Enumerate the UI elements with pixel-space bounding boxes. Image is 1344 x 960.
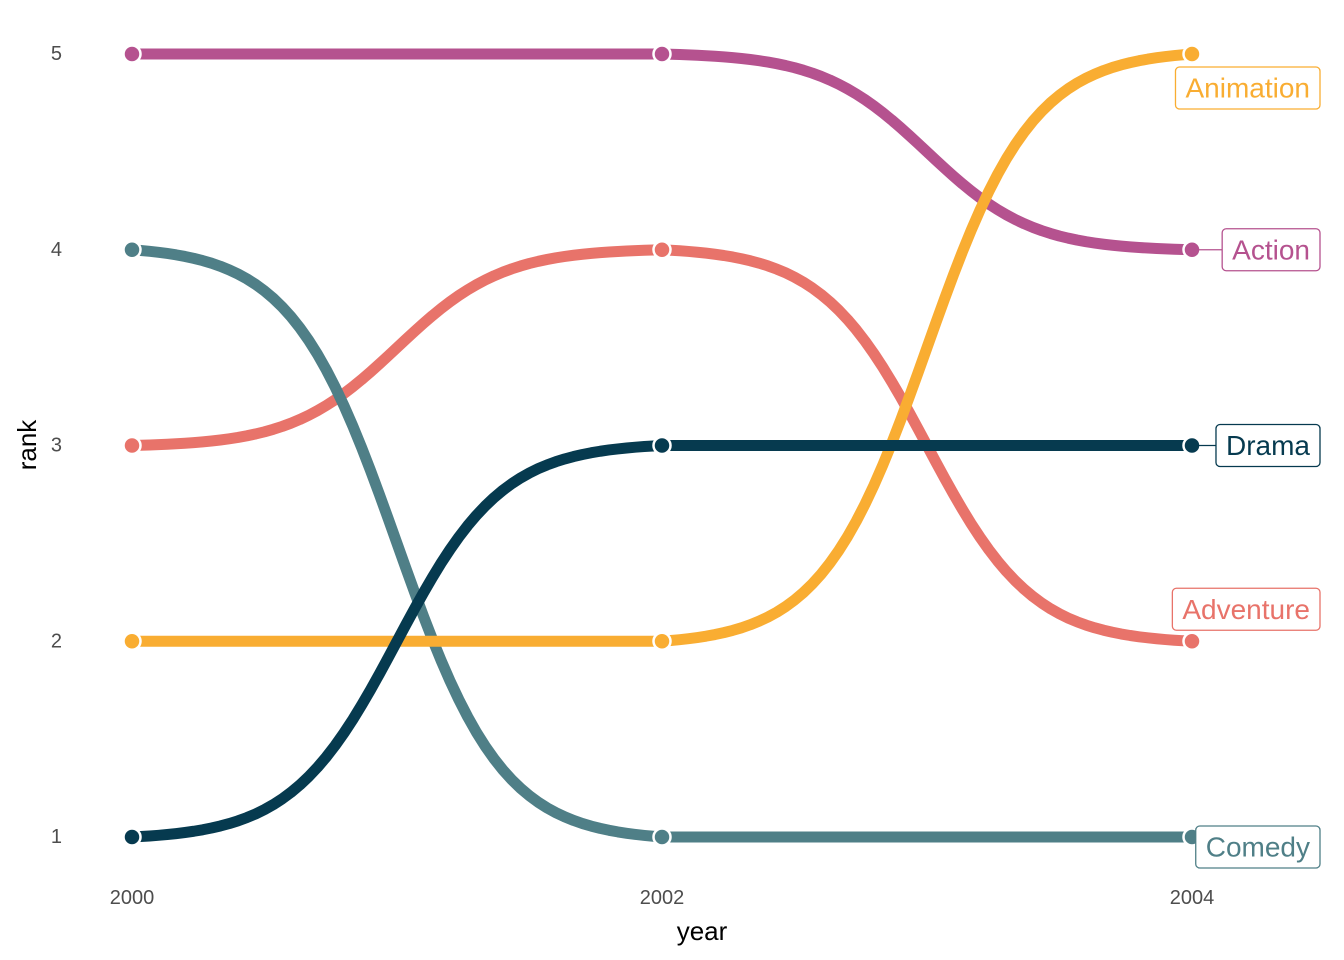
y-axis-ticks: 1 2 3 4 5 [51,43,62,848]
series-labels: Action Adventure Animation Comedy Drama [1171,66,1321,869]
y-axis-title: rank [12,419,42,471]
label-text-animation: Animation [1185,73,1310,104]
label-box-animation [1174,66,1321,110]
point-drama-2002 [652,435,672,456]
point-adventure-2000 [122,435,142,456]
point-drama-2000 [122,827,142,847]
x-tick-label-2004: 2004 [1170,887,1215,909]
y-tick-label-5: 5 [51,43,62,65]
label-box-action [1221,228,1321,272]
point-animation-2000 [122,631,142,651]
point-comedy-2000 [122,240,142,260]
point-action-2000 [122,44,142,64]
y-tick-label-2: 2 [51,630,62,652]
series-line-comedy [131,244,1192,843]
label-text-comedy: Comedy [1206,832,1310,863]
label-action: Action [1192,228,1321,272]
point-animation-2004 [1182,44,1202,64]
point-action-2002 [652,44,672,64]
point-animation-2002 [652,631,672,651]
label-adventure: Adventure [1171,587,1321,631]
x-axis-title: year [677,916,728,946]
y-tick-label-4: 4 [51,239,62,261]
label-box-adventure [1171,587,1321,631]
x-tick-label-2002: 2002 [640,887,685,909]
label-text-adventure: Adventure [1182,594,1310,625]
y-tick-label-3: 3 [51,435,62,457]
series-line-animation [132,48,1193,647]
x-tick-label-2000: 2000 [110,887,155,909]
point-adventure-2002 [652,240,672,260]
point-adventure-2004 [1182,631,1202,651]
label-drama: Drama [1192,423,1321,468]
label-text-drama: Drama [1226,430,1310,461]
label-text-action: Action [1232,234,1310,265]
label-box-comedy [1195,825,1321,869]
label-comedy: Comedy [1192,825,1321,869]
series-line-action [132,48,1193,256]
y-tick-label-1: 1 [51,826,62,848]
x-axis-ticks: 2000 2002 2004 [110,887,1215,909]
label-box-drama [1215,423,1321,468]
point-comedy-2002 [652,827,672,847]
label-animation: Animation [1174,66,1321,110]
